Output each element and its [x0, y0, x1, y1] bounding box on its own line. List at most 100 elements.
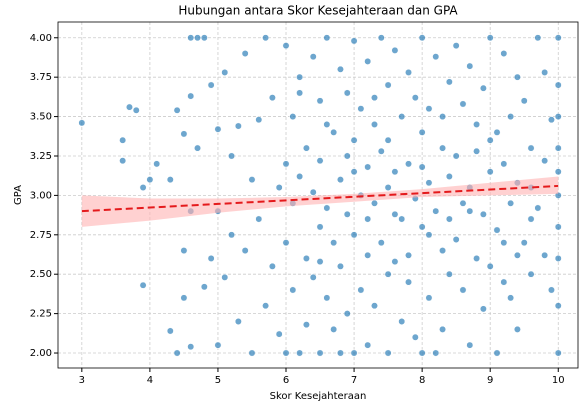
- point: [241, 50, 249, 57]
- y-axis-label: GPA: [13, 185, 24, 205]
- point: [439, 113, 447, 121]
- point: [350, 349, 358, 357]
- point: [323, 121, 331, 128]
- point: [309, 273, 317, 281]
- point: [180, 294, 188, 302]
- point: [398, 113, 406, 121]
- point: [316, 349, 324, 357]
- point: [513, 325, 521, 333]
- point: [364, 341, 372, 349]
- point: [132, 106, 140, 114]
- point: [180, 247, 188, 255]
- point: [432, 207, 440, 215]
- point: [221, 273, 229, 281]
- point: [200, 283, 208, 291]
- point: [309, 188, 317, 196]
- point: [452, 42, 460, 50]
- trend-line: [81, 184, 559, 213]
- x-tick-label: 6: [283, 375, 289, 386]
- point: [357, 286, 365, 294]
- point: [445, 270, 453, 278]
- point: [405, 278, 412, 286]
- point: [248, 349, 256, 357]
- point: [343, 152, 351, 160]
- point: [309, 53, 317, 61]
- point: [268, 262, 276, 270]
- point: [289, 286, 297, 294]
- point: [513, 251, 521, 259]
- point: [418, 128, 426, 136]
- point: [248, 176, 256, 184]
- point: [507, 199, 515, 207]
- point: [343, 310, 351, 318]
- point: [425, 105, 433, 113]
- point: [282, 239, 290, 247]
- point: [364, 215, 372, 223]
- point: [479, 305, 487, 313]
- point: [228, 152, 236, 160]
- point: [405, 68, 412, 76]
- y-tick-label: 3.75: [30, 72, 52, 83]
- point: [541, 68, 549, 76]
- point: [527, 144, 535, 152]
- point: [439, 247, 447, 255]
- y-tick-label: 3.00: [30, 190, 52, 201]
- point: [316, 157, 324, 165]
- point: [541, 157, 549, 165]
- point: [262, 302, 270, 310]
- point: [364, 163, 372, 171]
- point: [493, 226, 501, 234]
- point: [391, 210, 399, 218]
- point: [268, 94, 276, 102]
- point: [520, 97, 528, 105]
- point: [364, 57, 372, 65]
- y-tick-label: 3.25: [30, 151, 52, 162]
- confidence-band: [81, 176, 559, 227]
- point: [330, 239, 338, 247]
- point: [214, 125, 222, 133]
- y-tick-label: 2.75: [30, 230, 52, 241]
- point: [473, 121, 481, 128]
- y-tick-label: 3.50: [30, 112, 52, 123]
- point: [548, 116, 555, 124]
- point: [316, 258, 324, 266]
- point: [432, 53, 440, 61]
- point: [418, 223, 426, 231]
- point: [296, 73, 304, 81]
- point: [255, 116, 263, 124]
- point: [500, 239, 508, 247]
- point: [241, 247, 249, 255]
- point: [445, 215, 453, 223]
- point: [554, 81, 562, 89]
- x-tick-label: 9: [487, 375, 493, 386]
- point: [371, 121, 378, 128]
- point: [173, 106, 181, 114]
- x-tick-label: 7: [351, 375, 357, 386]
- point: [275, 184, 283, 191]
- point: [554, 349, 562, 357]
- point: [187, 343, 195, 351]
- point: [234, 122, 242, 130]
- point: [384, 349, 392, 357]
- point: [439, 325, 447, 333]
- point: [466, 341, 474, 349]
- point: [405, 251, 412, 259]
- point: [391, 168, 399, 176]
- point: [486, 168, 494, 176]
- point: [466, 62, 474, 70]
- point: [534, 204, 542, 212]
- point: [316, 97, 324, 105]
- point: [343, 89, 351, 97]
- point: [445, 78, 453, 86]
- point: [493, 128, 501, 136]
- point: [200, 34, 208, 42]
- point: [520, 239, 528, 247]
- point: [337, 349, 344, 357]
- point: [554, 168, 562, 176]
- point: [337, 262, 344, 270]
- point: [194, 144, 201, 152]
- point: [541, 251, 549, 259]
- point: [173, 349, 181, 357]
- point: [337, 65, 344, 73]
